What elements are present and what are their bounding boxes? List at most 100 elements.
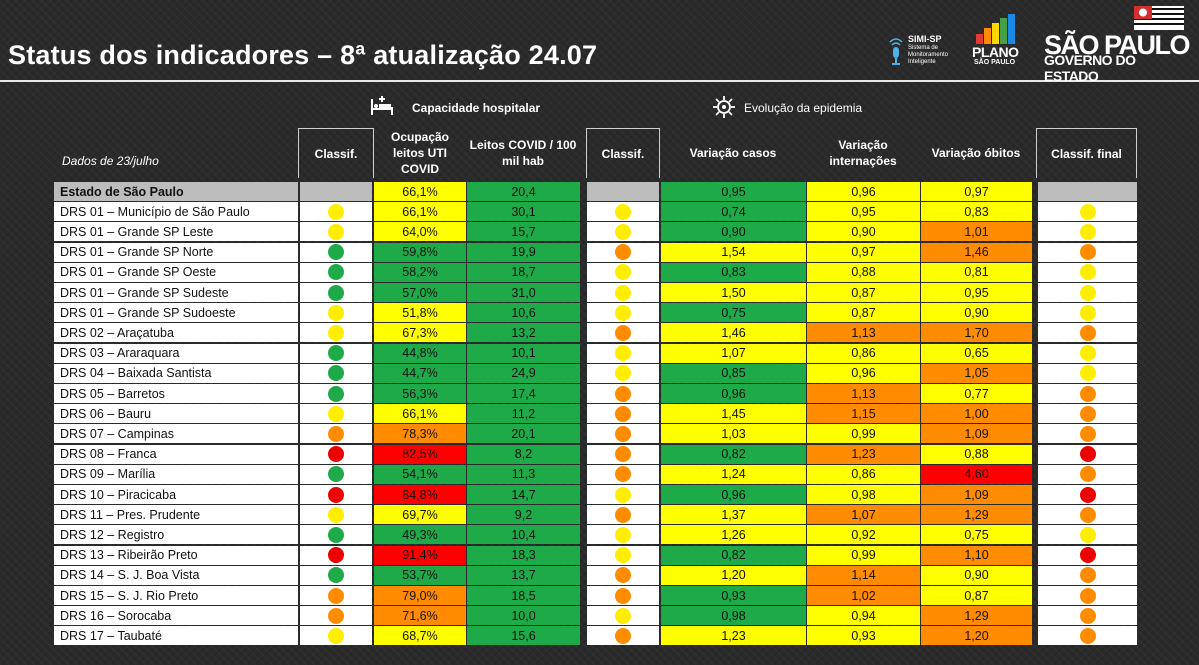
header-variacao-internacoes: Variação internações <box>829 138 897 168</box>
leitos-value: 11,3 <box>467 464 580 484</box>
header-classif-final: Classif. final <box>1036 128 1137 178</box>
intern-value: 1,07 <box>807 505 920 525</box>
intern-value: 0,94 <box>807 606 920 626</box>
status-dot-orange <box>1079 567 1096 584</box>
classification-cell <box>1038 182 1137 201</box>
simi-subtitle: Sistema de Monitoramento Inteligente <box>908 45 949 65</box>
ocup-value: 49,3% <box>374 525 466 545</box>
classification-cell <box>1038 626 1137 646</box>
intern-value: 0,95 <box>807 202 920 222</box>
status-dot-yellow <box>328 203 344 220</box>
table-row: DRS 10 – Piracicaba 84,8% 14,7 0,96 0,98 1,09 <box>54 485 1137 505</box>
obitos-value: 1,09 <box>921 424 1032 444</box>
classification-cell <box>587 283 659 302</box>
casos-value: 1,24 <box>661 464 806 484</box>
classification-cell <box>1038 424 1137 444</box>
status-dot-orange <box>615 324 631 341</box>
obitos-value: 1,46 <box>921 242 1032 262</box>
status-dot-yellow <box>1079 365 1096 382</box>
region-name: DRS 08 – Franca <box>54 444 298 464</box>
leitos-value: 31,0 <box>467 283 580 302</box>
plano-sp-logo: PLANO SÃO PAULO <box>970 14 1030 68</box>
table-row: DRS 13 – Ribeirão Preto 91,4% 18,3 0,82 0,99… <box>54 545 1137 566</box>
header-classif-epi: Classif. <box>586 128 660 178</box>
leitos-value: 14,7 <box>467 485 580 504</box>
obitos-value: 0,90 <box>921 303 1032 323</box>
intern-value: 0,98 <box>807 485 920 504</box>
status-dot-red <box>328 446 344 463</box>
status-dot-yellow <box>615 304 631 321</box>
region-name: DRS 05 – Barretos <box>54 384 298 403</box>
ocup-value: 79,0% <box>374 586 466 605</box>
classification-cell <box>300 283 372 302</box>
casos-value: 1,26 <box>661 525 806 545</box>
classification-cell <box>587 545 659 565</box>
obitos-value: 1,00 <box>921 404 1032 424</box>
status-dot-yellow <box>615 547 631 564</box>
intern-value: 0,87 <box>807 283 920 302</box>
classification-cell <box>587 444 659 464</box>
status-dot-green <box>328 264 344 281</box>
status-dot-orange <box>615 466 631 483</box>
section-epidemic-evolution: Evolução da epidemia <box>744 101 863 115</box>
classification-cell <box>587 202 659 222</box>
status-dot-orange <box>615 385 631 402</box>
obitos-value: 1,20 <box>921 626 1032 646</box>
leitos-value: 18,7 <box>467 262 580 282</box>
intern-value: 1,23 <box>807 444 920 464</box>
ocup-value: 67,3% <box>374 323 466 343</box>
region-name: DRS 15 – S. J. Rio Preto <box>54 586 298 605</box>
obitos-value: 1,29 <box>921 505 1032 525</box>
table-row: DRS 01 – Grande SP Sudoeste 51,8% 10,6 0,75… <box>54 303 1137 323</box>
sp-subtitle: GOVERNO DO ESTADO <box>1044 52 1136 84</box>
leitos-value: 13,7 <box>467 565 580 585</box>
classification-cell <box>300 424 372 444</box>
classification-cell <box>1038 525 1137 545</box>
classification-cell <box>300 485 372 504</box>
status-dot-yellow <box>1079 304 1096 321</box>
status-dot-green <box>328 345 344 362</box>
header-ocupacao-uti: Ocupação leitos UTI COVID <box>390 130 450 176</box>
classification-cell <box>300 525 372 545</box>
leitos-value: 8,2 <box>467 444 580 464</box>
classification-cell <box>587 323 659 343</box>
classification-cell <box>300 262 372 282</box>
sp-title: SÃO PAULO <box>1044 30 1191 60</box>
region-name: Estado de São Paulo <box>54 182 298 201</box>
table-row: DRS 17 – Taubaté 68,7% 15,6 1,23 0,93 1,20 <box>54 626 1137 646</box>
classification-cell <box>1038 343 1137 363</box>
leitos-value: 24,9 <box>467 363 580 383</box>
leitos-value: 10,4 <box>467 525 580 545</box>
casos-value: 0,75 <box>661 303 806 323</box>
status-dot-yellow <box>328 324 344 341</box>
region-name: DRS 01 – Grande SP Oeste <box>54 262 298 282</box>
status-dot-orange <box>1079 607 1096 624</box>
leitos-value: 10,1 <box>467 343 580 363</box>
obitos-value: 0,87 <box>921 586 1032 605</box>
status-dot-yellow <box>615 526 631 543</box>
region-name: DRS 01 – Município de São Paulo <box>54 202 298 222</box>
leitos-value: 10,0 <box>467 606 580 626</box>
intern-value: 0,88 <box>807 262 920 282</box>
obitos-value: 1,09 <box>921 485 1032 504</box>
status-dot-green <box>328 526 344 543</box>
leitos-value: 30,1 <box>467 202 580 222</box>
obitos-value: 1,29 <box>921 606 1032 626</box>
table-row: DRS 01 – Grande SP Leste 64,0% 15,7 0,90 0,9… <box>54 222 1137 242</box>
region-name: DRS 01 – Grande SP Leste <box>54 222 298 242</box>
status-dot-orange <box>615 405 631 422</box>
classification-cell <box>300 222 372 242</box>
ocup-value: 66,1% <box>374 404 466 424</box>
classification-cell <box>587 303 659 323</box>
obitos-value: 0,75 <box>921 525 1032 545</box>
status-dot-orange <box>1079 244 1096 261</box>
ocup-value: 54,1% <box>374 464 466 484</box>
casos-value: 0,74 <box>661 202 806 222</box>
casos-value: 0,95 <box>661 182 806 201</box>
ocup-value: 91,4% <box>374 545 466 565</box>
classification-cell <box>1038 384 1137 403</box>
intern-value: 0,86 <box>807 343 920 363</box>
status-dot-yellow <box>328 405 344 422</box>
table-row: DRS 01 – Município de São Paulo 66,1% 30,1… <box>54 202 1137 222</box>
ocup-value: 56,3% <box>374 384 466 403</box>
